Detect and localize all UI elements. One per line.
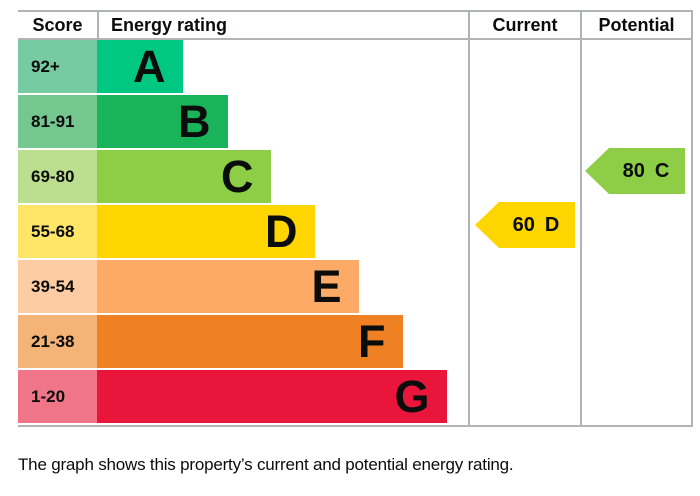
band-bar-zone: B: [97, 95, 468, 150]
chart-header-row: Score Energy rating Current Potential: [18, 12, 691, 40]
band-row-e: 39-54 E: [18, 260, 691, 315]
current-column-cell: [468, 95, 580, 150]
current-column-cell: [468, 260, 580, 315]
potential-rating-arrow: 80 C: [585, 148, 685, 194]
band-bar-b: B: [97, 95, 228, 148]
band-bar-d: D: [97, 205, 315, 258]
band-row-f: 21-38 F: [18, 315, 691, 370]
band-score-d: 55-68: [18, 205, 97, 258]
band-bar-zone: D: [97, 205, 468, 260]
band-bar-zone: A: [97, 40, 468, 95]
band-row-g: 1-20 G: [18, 370, 691, 425]
current-rating-value: 60: [512, 213, 535, 236]
header-potential: Potential: [580, 12, 691, 38]
potential-column-cell: [580, 370, 691, 425]
current-column-cell: [468, 40, 580, 95]
band-letter-f: F: [358, 315, 386, 367]
band-bar-zone: E: [97, 260, 468, 315]
band-row-a: 92+ A: [18, 40, 691, 95]
potential-column-cell: [580, 95, 691, 150]
band-score-a: 92+: [18, 40, 97, 93]
band-score-c: 69-80: [18, 150, 97, 203]
band-row-d: 55-68 D: [18, 205, 691, 260]
band-bar-a: A: [97, 40, 183, 93]
header-score: Score: [32, 15, 83, 35]
band-letter-a: A: [133, 40, 166, 92]
band-letter-c: C: [221, 150, 254, 202]
band-score-b: 81-91: [18, 95, 97, 148]
energy-rating-chart: Score Energy rating Current Potential 92…: [18, 10, 693, 427]
band-score-e: 39-54: [18, 260, 97, 313]
current-column-cell: [468, 205, 580, 260]
current-rating-arrow: 60 D: [475, 202, 575, 248]
potential-column-cell: [580, 150, 691, 205]
potential-rating-band: C: [654, 159, 670, 182]
current-rating-band: D: [544, 213, 560, 236]
header-current: Current: [468, 12, 580, 38]
potential-column-cell: [580, 205, 691, 260]
band-letter-g: G: [394, 370, 430, 422]
band-letter-d: D: [265, 205, 298, 257]
current-column-cell: [468, 315, 580, 370]
band-bar-c: C: [97, 150, 271, 203]
band-letter-e: E: [311, 260, 342, 312]
potential-column-cell: [580, 315, 691, 370]
band-bar-zone: G: [97, 370, 468, 425]
chart-caption: The graph shows this property’s current …: [18, 455, 514, 474]
band-row-b: 81-91 B: [18, 95, 691, 150]
band-bar-zone: F: [97, 315, 468, 370]
band-letter-b: B: [178, 95, 211, 147]
current-column-cell: [468, 150, 580, 205]
band-score-f: 21-38: [18, 315, 97, 368]
potential-column-cell: [580, 260, 691, 315]
potential-rating-value: 80: [622, 159, 645, 182]
band-bar-e: E: [97, 260, 359, 313]
band-row-c: 69-80 C: [18, 150, 691, 205]
band-score-g: 1-20: [18, 370, 97, 423]
header-energy-rating: Energy rating: [97, 12, 468, 38]
band-bar-f: F: [97, 315, 403, 368]
potential-column-cell: [580, 40, 691, 95]
band-bar-zone: C: [97, 150, 468, 205]
band-bar-g: G: [97, 370, 447, 423]
current-column-cell: [468, 370, 580, 425]
